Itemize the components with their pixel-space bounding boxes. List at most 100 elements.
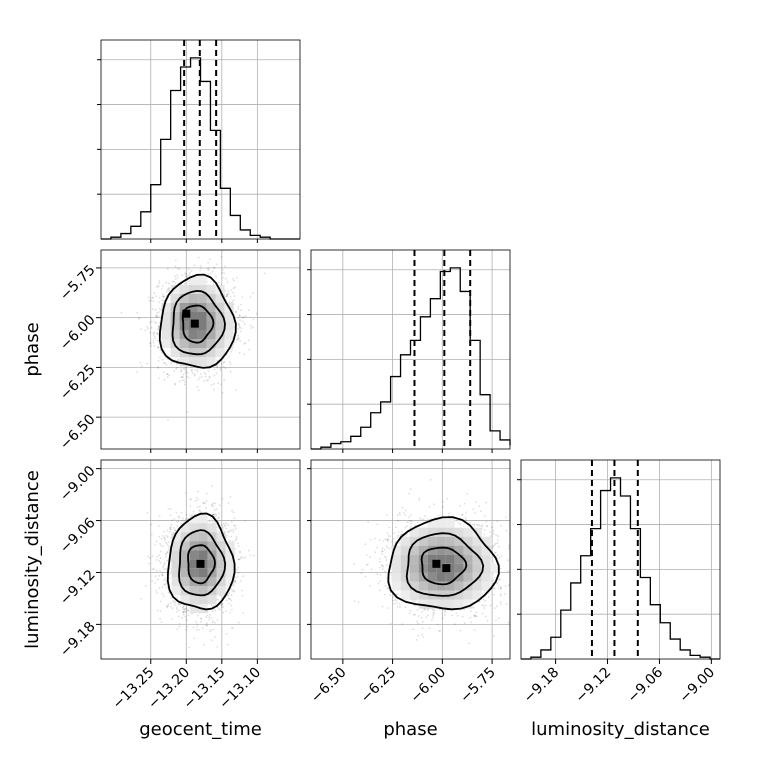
scatter-point xyxy=(178,622,181,625)
scatter-point xyxy=(165,552,167,555)
scatter-point xyxy=(174,275,176,277)
scatter-point xyxy=(176,610,178,613)
scatter-point xyxy=(166,288,169,291)
scatter-point xyxy=(171,361,174,364)
scatter-point xyxy=(233,298,236,301)
scatter-point xyxy=(237,571,240,574)
scatter-point xyxy=(219,504,221,507)
scatter-point xyxy=(242,575,245,578)
density-cell xyxy=(170,321,180,330)
scatter-point xyxy=(175,606,178,608)
scatter-point xyxy=(178,380,181,383)
density-cell xyxy=(161,330,171,339)
scatter-point xyxy=(217,382,220,385)
scatter-point xyxy=(174,529,177,532)
scatter-point xyxy=(192,510,195,513)
scatter-point xyxy=(224,524,227,527)
scatter-point xyxy=(238,314,241,317)
scatter-point xyxy=(149,321,151,324)
scatter-point xyxy=(173,518,176,520)
scatter-point xyxy=(198,629,200,631)
scatter-point xyxy=(183,367,186,370)
scatter-point xyxy=(230,520,233,523)
scatter-point xyxy=(252,318,255,321)
scatter-point xyxy=(167,545,170,547)
scatter-point xyxy=(205,622,208,625)
scatter-point xyxy=(170,363,173,365)
scatter-point xyxy=(233,279,235,282)
scatter-point xyxy=(234,548,237,550)
scatter-point xyxy=(229,363,232,365)
scatter-point xyxy=(191,368,193,371)
scatter-point xyxy=(167,508,170,510)
scatter-point xyxy=(138,317,141,320)
scatter-point xyxy=(243,323,246,325)
scatter-point xyxy=(136,371,138,373)
scatter-point xyxy=(252,326,254,328)
scatter-point xyxy=(187,268,190,270)
scatter-point xyxy=(156,332,158,335)
scatter-point xyxy=(162,595,165,597)
scatter-point xyxy=(166,606,169,609)
scatter-point xyxy=(163,300,165,302)
scatter-point xyxy=(184,615,187,618)
histogram-geocent-time-frame xyxy=(100,39,301,240)
density-cell xyxy=(188,357,198,366)
scatter-point xyxy=(158,307,161,310)
scatter-point xyxy=(247,309,250,312)
scatter-point xyxy=(235,310,237,313)
scatter-point xyxy=(176,363,178,365)
scatter-point xyxy=(223,530,226,533)
scatter-point xyxy=(180,519,183,522)
scatter-point xyxy=(210,617,213,620)
scatter-point xyxy=(159,570,162,573)
scatter-point xyxy=(198,505,201,508)
scatter-point xyxy=(204,375,207,378)
scatter-point xyxy=(165,560,168,562)
scatter-point xyxy=(249,296,252,298)
scatter-point xyxy=(226,293,228,296)
scatter-point xyxy=(241,296,244,298)
scatter-point xyxy=(234,527,237,530)
scatter-point xyxy=(231,509,233,512)
scatter-point xyxy=(167,287,170,290)
scatter-point xyxy=(224,289,227,292)
scatter-point xyxy=(212,628,215,631)
scatter-point xyxy=(233,524,235,527)
scatter-point xyxy=(186,625,189,628)
scatter-point xyxy=(182,611,184,614)
density-cell xyxy=(161,321,171,330)
scatter-point xyxy=(237,621,240,624)
scatter-point xyxy=(169,528,172,531)
density-cell xyxy=(215,312,225,321)
scatter-point xyxy=(178,609,180,611)
scatter-point xyxy=(165,604,168,607)
scatter-point xyxy=(176,359,179,362)
scatter-point xyxy=(221,497,224,500)
scatter-point xyxy=(197,499,199,501)
scatter-point xyxy=(176,267,179,270)
scatter-point xyxy=(224,265,226,268)
scatter-point xyxy=(216,263,219,266)
scatter-point xyxy=(188,376,190,379)
scatter-point xyxy=(225,278,227,280)
scatter-point xyxy=(200,267,203,270)
scatter-point xyxy=(239,314,241,317)
scatter-point xyxy=(197,378,200,381)
scatter-point xyxy=(215,372,218,375)
scatter-point xyxy=(166,373,169,376)
scatter-point xyxy=(146,362,148,365)
density-cell xyxy=(206,348,216,357)
scatter-point xyxy=(186,274,189,277)
scatter-point xyxy=(205,492,208,495)
scatter-point xyxy=(154,308,157,311)
scatter-point xyxy=(159,617,162,620)
scatter-point xyxy=(207,261,210,264)
density-cell xyxy=(215,303,225,312)
scatter-point xyxy=(175,368,178,370)
scatter-point xyxy=(181,376,183,378)
scatter-point xyxy=(192,372,194,375)
scatter-point xyxy=(197,389,200,392)
scatter-point xyxy=(190,370,193,372)
